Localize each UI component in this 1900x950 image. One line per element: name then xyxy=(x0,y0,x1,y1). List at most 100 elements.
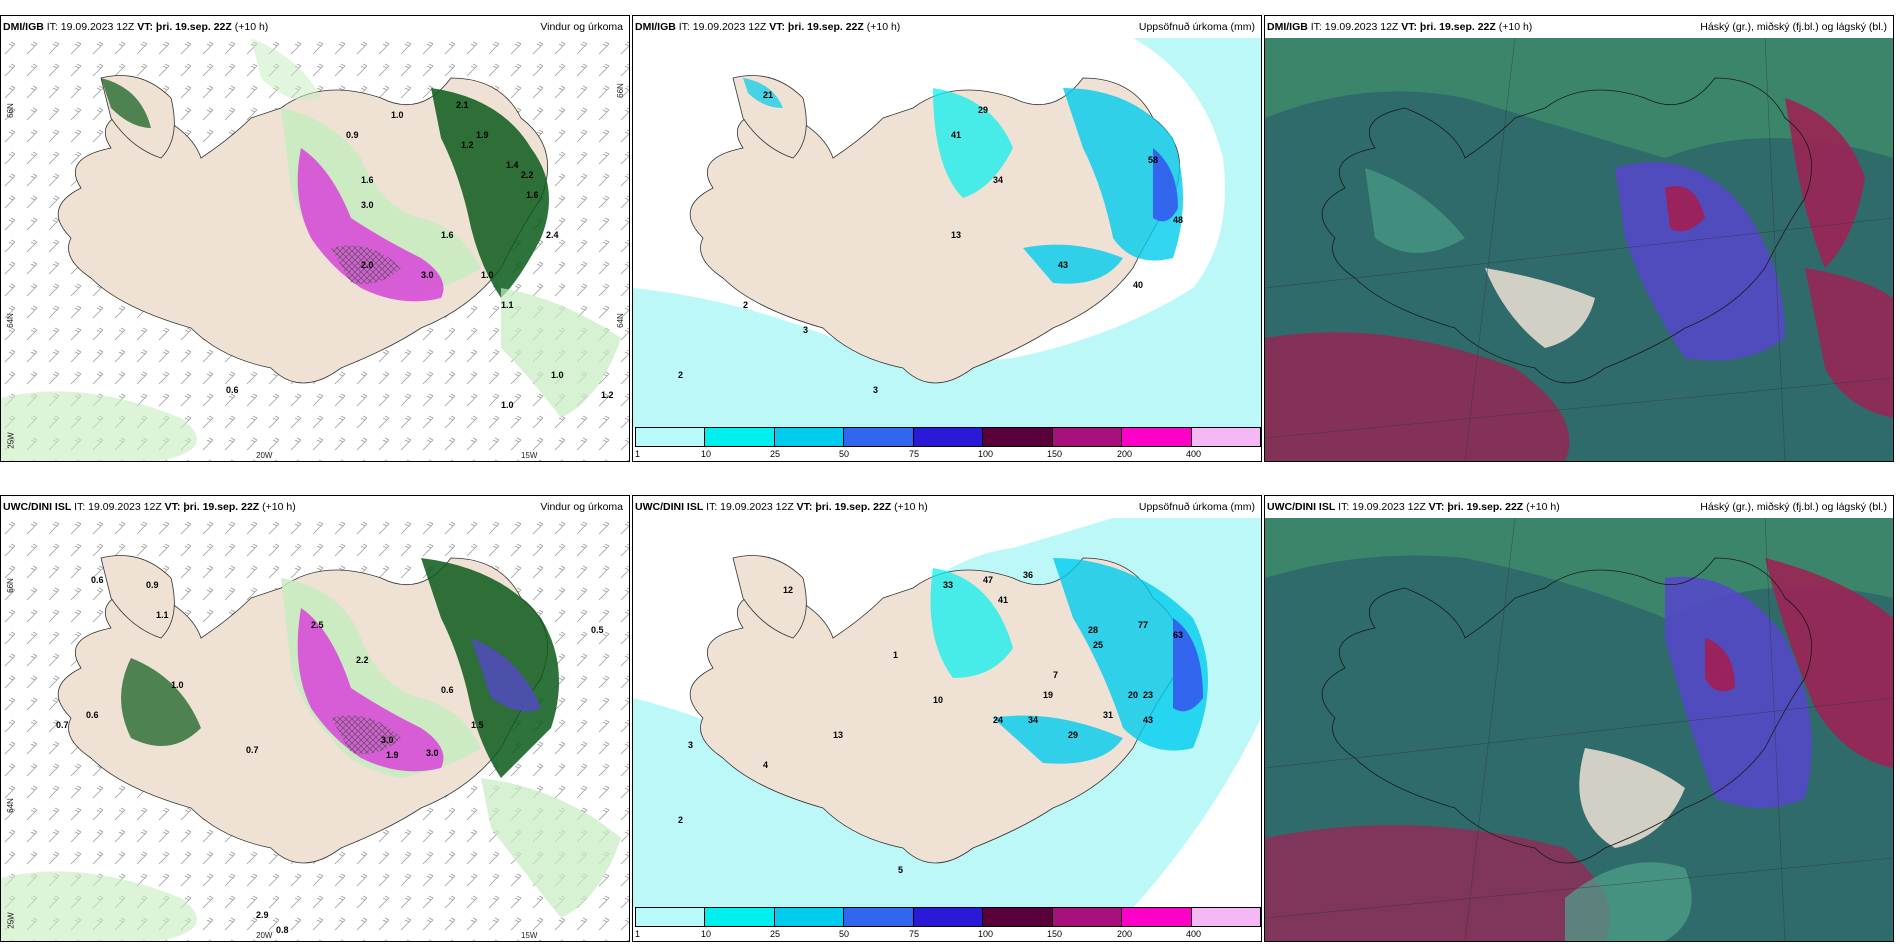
legend-swatch xyxy=(1052,908,1123,926)
legend-tick: 150 xyxy=(1047,449,1063,459)
legend-swatch xyxy=(774,428,845,446)
panel-header: UWC/DINI ISL IT: 19.09.2023 12Z VT: þri.… xyxy=(1265,496,1893,518)
panel-header: UWC/DINI ISL IT: 19.09.2023 12Z VT: þri.… xyxy=(1,496,629,518)
value-label: 0.9 xyxy=(346,130,359,140)
legend-swatch xyxy=(983,428,1053,446)
value-label: 1.9 xyxy=(386,750,399,760)
value-label: 29 xyxy=(1068,730,1078,740)
panel-header: DMI/IGB IT: 19.09.2023 12Z VT: þri. 19.s… xyxy=(1265,16,1893,38)
value-label: 0.6 xyxy=(226,385,239,395)
value-label: 2 xyxy=(743,300,748,310)
valid-time: VT: þri. 19.sep. 22Z xyxy=(1401,21,1496,33)
value-label: 2.2 xyxy=(521,170,534,180)
value-label: 0.7 xyxy=(246,745,259,755)
value-label: 4 xyxy=(763,760,768,770)
map-view[interactable]: 33 47 41 36 28 25 19 24 34 29 31 20 23 4… xyxy=(633,518,1261,941)
map-view[interactable]: 41 29 34 13 43 40 58 48 21 2 2 3 3 xyxy=(633,38,1261,461)
panel-header: DMI/IGB IT: 19.09.2023 12Z VT: þri. 19.s… xyxy=(1,16,629,38)
value-label: 63 xyxy=(1173,630,1183,640)
map-view[interactable]: 0.6 0.9 1.1 1.0 0.7 0.6 2.5 3.0 2.2 1.9 … xyxy=(1,518,629,941)
legend-tick: 50 xyxy=(839,449,850,459)
legend-tick-labels: 1 10 25 50 75 100 150 200 400 xyxy=(635,928,1259,941)
lon-label: 25W xyxy=(6,912,16,929)
legend-tick: 50 xyxy=(839,929,850,939)
product-title: Háský (gr.), miðský (fj.bl.) og lágský (… xyxy=(1700,21,1887,33)
value-label: 31 xyxy=(1103,710,1113,720)
value-label: 43 xyxy=(1058,260,1068,270)
panel-accum-precip-dmi: DMI/IGB IT: 19.09.2023 12Z VT: þri. 19.s… xyxy=(632,15,1262,462)
legend-tick: 400 xyxy=(1186,449,1202,459)
value-label: 1.2 xyxy=(461,140,474,150)
product-title: Uppsöfnuð úrkoma (mm) xyxy=(1138,501,1255,513)
model-name: UWC/DINI ISL xyxy=(3,501,72,513)
value-label: 1.5 xyxy=(471,720,484,730)
legend-tick: 200 xyxy=(1117,929,1133,939)
value-label: 13 xyxy=(833,730,843,740)
value-label: 24 xyxy=(993,715,1003,725)
value-label: 7 xyxy=(1053,670,1058,680)
value-label: 25 xyxy=(1093,640,1103,650)
value-label: 1.1 xyxy=(156,610,169,620)
valid-time: VT: þri. 19.sep. 22Z xyxy=(769,21,864,33)
legend-tick: 75 xyxy=(909,929,920,939)
legend-swatch xyxy=(1122,428,1192,446)
accum-precip-map: 41 29 34 13 43 40 58 48 21 2 2 3 3 xyxy=(633,38,1261,428)
init-time: IT: 19.09.2023 12Z xyxy=(1310,21,1399,33)
value-label: 1.0 xyxy=(551,370,564,380)
lead-time: (+10 h) xyxy=(1526,501,1560,513)
legend-tick: 150 xyxy=(1047,929,1063,939)
init-time: IT: 19.09.2023 12Z xyxy=(46,21,135,33)
legend-swatch xyxy=(705,908,775,926)
value-label: 1.6 xyxy=(526,190,539,200)
valid-time: VT: þri. 19.sep. 22Z xyxy=(1428,501,1524,513)
model-name: DMI/IGB xyxy=(1267,21,1308,33)
cloud-map xyxy=(1265,38,1893,461)
value-label: 0.6 xyxy=(91,575,104,585)
map-view[interactable]: 2.1 1.0 1.2 1.4 1.6 2.4 0.9 1.6 3.0 2.0 … xyxy=(1,38,629,461)
value-label: 0.6 xyxy=(86,710,99,720)
legend-tick: 100 xyxy=(978,929,994,939)
product-title: Vindur og úrkoma xyxy=(540,501,623,513)
legend-swatch xyxy=(636,908,706,926)
map-view[interactable] xyxy=(1265,518,1893,941)
value-label: 1.0 xyxy=(391,110,404,120)
legend-tick: 400 xyxy=(1186,929,1202,939)
lat-label: 66N xyxy=(5,103,15,118)
model-name: DMI/IGB xyxy=(635,21,676,33)
value-label: 1.1 xyxy=(501,300,514,310)
map-view[interactable] xyxy=(1265,38,1893,461)
lat-label: 64N xyxy=(5,313,15,328)
init-time: IT: 19.09.2023 12Z xyxy=(678,21,767,33)
legend-tick: 1 xyxy=(635,449,641,459)
panel-clouds-uwc: UWC/DINI ISL IT: 19.09.2023 12Z VT: þri.… xyxy=(1264,495,1894,942)
value-label: 58 xyxy=(1148,155,1158,165)
value-label: 3 xyxy=(803,325,808,335)
value-label: 2.2 xyxy=(356,655,369,665)
accum-precip-map: 33 47 41 36 28 25 19 24 34 29 31 20 23 4… xyxy=(633,518,1261,908)
value-label: 3.0 xyxy=(426,748,439,758)
value-label: 40 xyxy=(1133,280,1143,290)
legend-tick-labels: 1 10 25 50 75 100 150 200 400 xyxy=(635,448,1259,461)
wind-precip-map: 0.6 0.9 1.1 1.0 0.7 0.6 2.5 3.0 2.2 1.9 … xyxy=(1,518,629,941)
panel-accum-precip-uwc: UWC/DINI ISL IT: 19.09.2023 12Z VT: þri.… xyxy=(632,495,1262,942)
value-label: 3 xyxy=(688,740,693,750)
value-label: 2 xyxy=(678,370,683,380)
value-label: 3.0 xyxy=(381,735,394,745)
panel-clouds-dmi: DMI/IGB IT: 19.09.2023 12Z VT: þri. 19.s… xyxy=(1264,15,1894,462)
valid-time: VT: þri. 19.sep. 22Z xyxy=(796,501,892,513)
legend-swatch xyxy=(1191,428,1260,446)
value-label: 34 xyxy=(993,175,1003,185)
lon-label: 20W xyxy=(256,451,273,460)
product-title: Háský (gr.), miðský (fj.bl.) og lágský (… xyxy=(1700,501,1887,513)
value-label: 2.1 xyxy=(456,100,469,110)
legend-swatch xyxy=(1052,428,1123,446)
value-label: 41 xyxy=(998,595,1008,605)
value-label: 0.6 xyxy=(441,685,454,695)
legend-swatch xyxy=(774,908,845,926)
value-label: 10 xyxy=(933,695,943,705)
value-label: 12 xyxy=(783,585,793,595)
precip-legend xyxy=(635,427,1261,447)
legend-tick: 25 xyxy=(770,449,781,459)
legend-tick: 1 xyxy=(635,929,641,939)
legend-tick: 75 xyxy=(909,449,920,459)
